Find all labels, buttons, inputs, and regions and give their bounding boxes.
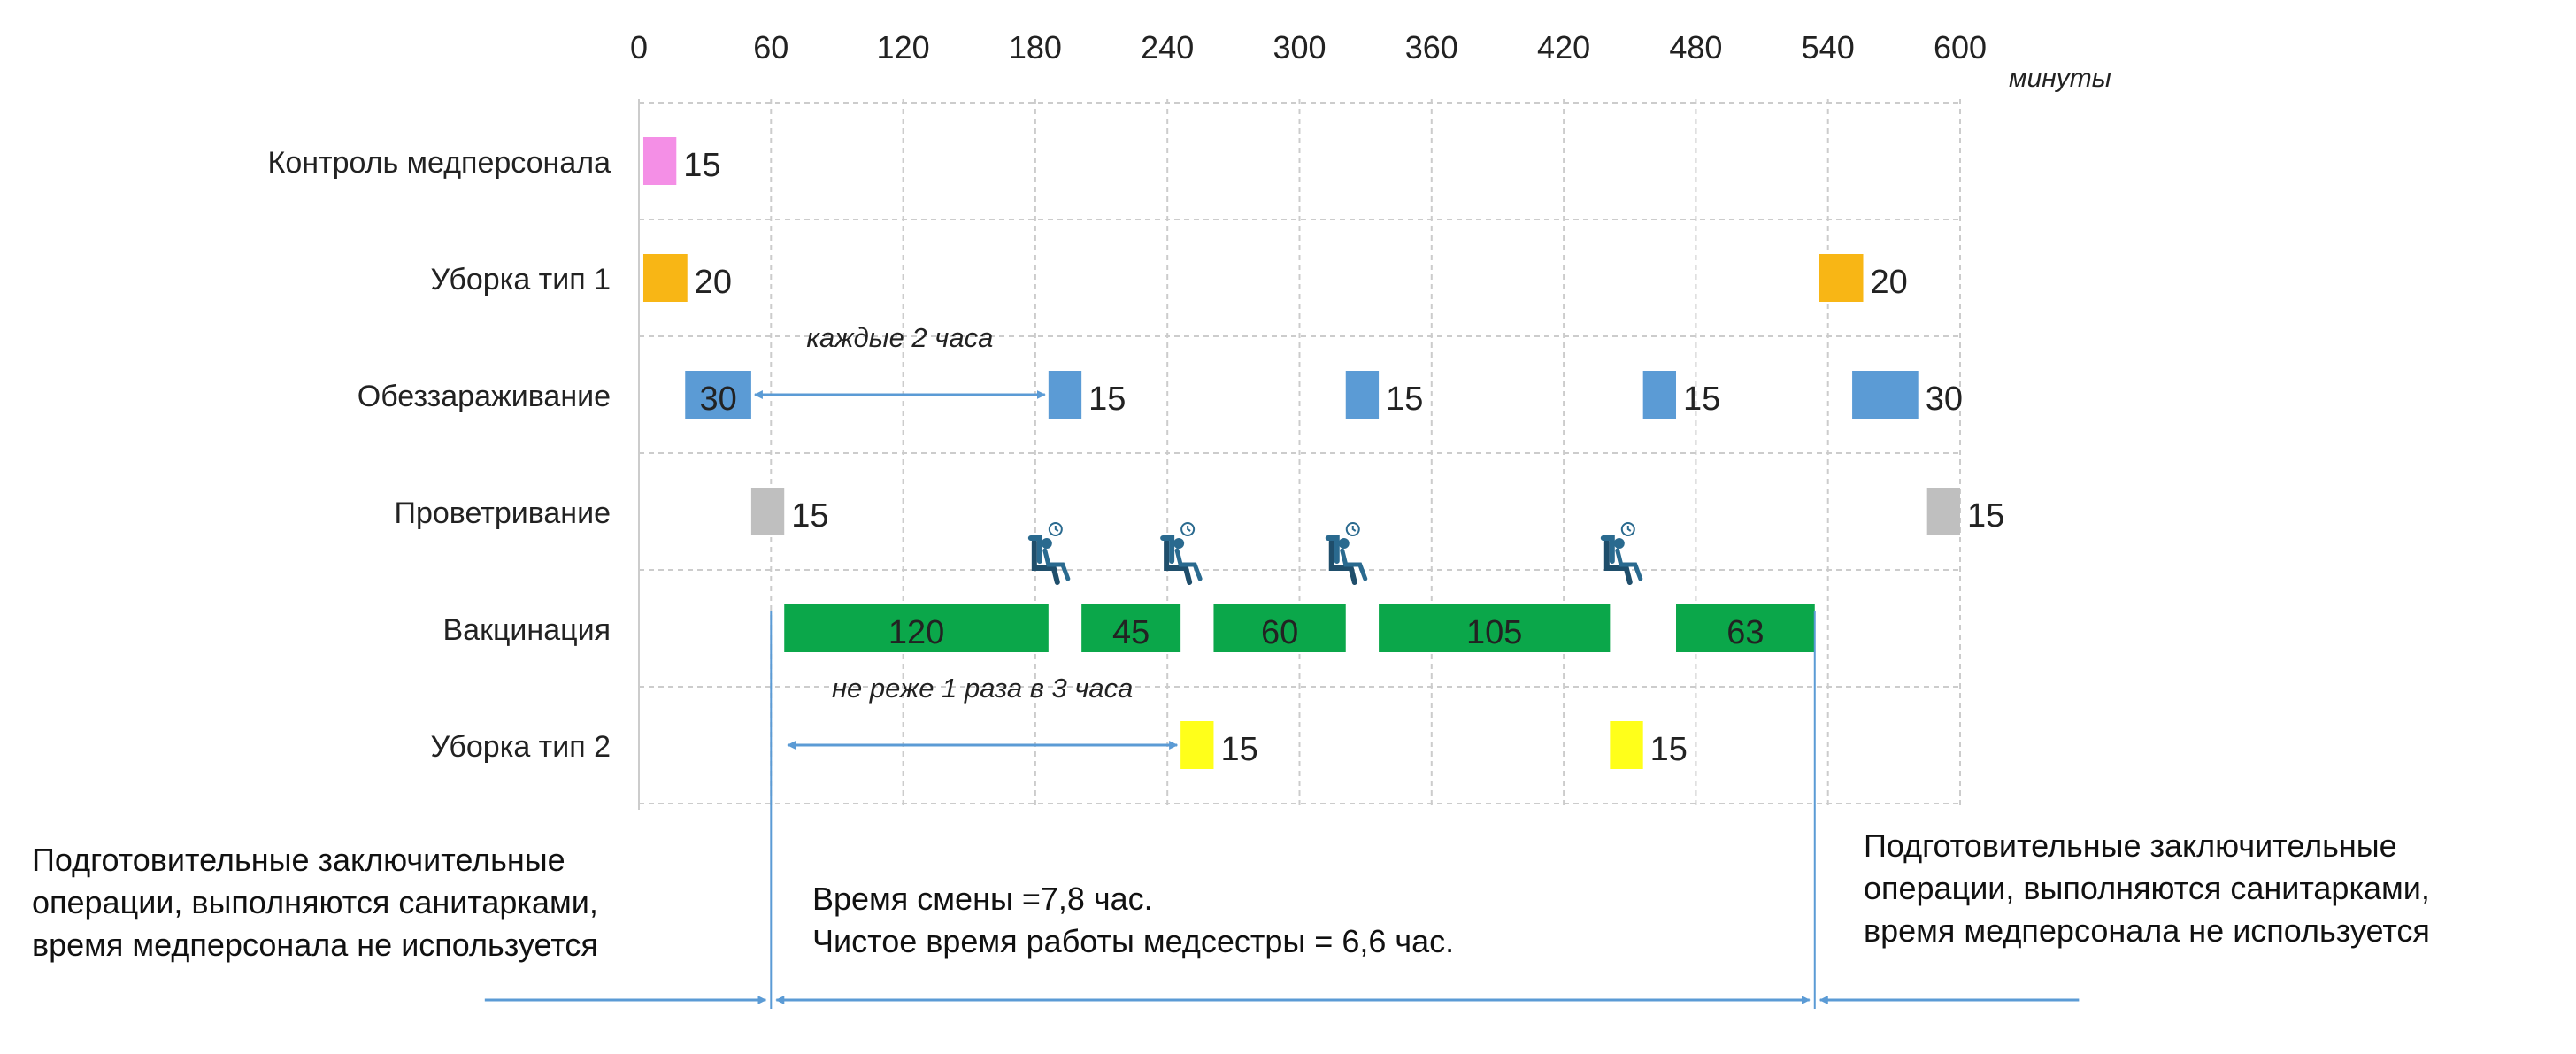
task-bar	[1926, 488, 1960, 535]
x-tick-label: 300	[1273, 29, 1326, 65]
x-tick-label: 540	[1802, 29, 1855, 65]
task-bar	[1345, 371, 1380, 419]
task-bar	[642, 254, 688, 302]
task-bar	[1081, 604, 1181, 652]
task-duration-label: 15	[1683, 381, 1720, 418]
rest-chair-icon	[1031, 523, 1068, 582]
left-note-line: операции, выполняются санитарками,	[32, 884, 598, 920]
task-duration-label: 15	[1650, 731, 1688, 768]
task-duration-label: 15	[1220, 731, 1257, 768]
task-bar	[1048, 371, 1082, 419]
rest-chair-icon	[1603, 523, 1641, 582]
left-note: Подготовительные заключительные операции…	[32, 839, 598, 966]
task-bar	[1213, 604, 1346, 652]
row-label: Обеззараживание	[358, 380, 611, 413]
left-note-line: Подготовительные заключительные	[32, 842, 565, 878]
row-label: Уборка тип 1	[431, 263, 611, 296]
right-note-line: операции, выполняются санитарками,	[1864, 870, 2430, 906]
task-bar	[1852, 371, 1919, 419]
task-bar	[1180, 721, 1214, 769]
right-note: Подготовительные заключительные операции…	[1864, 825, 2430, 952]
task-bar	[1819, 254, 1864, 302]
task-duration-label: 45	[1112, 614, 1150, 651]
task-duration-label: 120	[888, 614, 944, 651]
annotations: каждые 2 часа не реже 1 раза в 3 часа	[753, 322, 1641, 750]
task-bar	[750, 488, 785, 535]
x-tick-label: 600	[1934, 29, 1987, 65]
row-label: Вакцинация	[443, 613, 611, 647]
row-label: Контроль медперсонала	[268, 146, 611, 180]
task-bar	[784, 604, 1049, 652]
row-label: Уборка тип 2	[431, 730, 611, 764]
task-duration-label: 20	[1871, 264, 1908, 301]
x-tick-label: 420	[1537, 29, 1590, 65]
task-duration-label: 30	[699, 381, 736, 418]
center-note: Время смены =7,8 час. Чистое время работ…	[812, 878, 1454, 963]
task-bar	[642, 137, 677, 185]
task-duration-label: 60	[1261, 614, 1298, 651]
task-duration-label: 15	[1967, 497, 2004, 535]
x-axis-unit-label: минуты	[2009, 64, 2111, 93]
interval-annotation-label: не реже 1 раза в 3 часа	[832, 673, 1133, 704]
rows: Контроль медперсонала 15 Уборка тип 1 20 20 О…	[268, 137, 2004, 769]
task-bar	[1379, 604, 1611, 652]
x-tick-label: 240	[1141, 29, 1194, 65]
rest-chair-icon	[1328, 523, 1365, 582]
interval-annotation-label: каждые 2 часа	[806, 322, 993, 353]
shift-time-note: Время смены =7,8 час.	[812, 881, 1153, 917]
task-bar	[1642, 371, 1677, 419]
task-duration-label: 20	[695, 264, 732, 301]
task-duration-label: 15	[683, 147, 720, 184]
task-duration-label: 63	[1726, 614, 1764, 651]
x-tick-label: 180	[1009, 29, 1062, 65]
task-bar	[1610, 721, 1643, 769]
right-note-line: время медперсонала не используется	[1864, 912, 2430, 949]
x-tick-label: 60	[753, 29, 788, 65]
rest-chair-icon	[1163, 523, 1200, 582]
x-tick-label: 0	[630, 29, 648, 65]
x-axis: 0 60 120 180 240 300 360 420 480 540 600 минуты	[630, 29, 2111, 93]
task-duration-label: 15	[1088, 381, 1126, 418]
net-work-time-note: Чистое время работы медсестры = 6,6 час.	[812, 923, 1455, 959]
x-tick-label: 360	[1405, 29, 1458, 65]
task-bar	[685, 371, 751, 419]
row-label: Проветривание	[395, 496, 611, 530]
task-duration-label: 15	[1386, 381, 1423, 418]
task-duration-label: 30	[1926, 381, 1963, 418]
task-bar	[1676, 604, 1815, 652]
shift-spans	[484, 611, 2080, 1009]
right-note-line: Подготовительные заключительные	[1864, 827, 2397, 864]
x-tick-label: 120	[877, 29, 930, 65]
task-duration-label: 15	[791, 497, 828, 535]
grid	[638, 99, 1961, 810]
left-note-line: время медперсонала не используется	[32, 927, 598, 963]
task-duration-label: 105	[1466, 614, 1522, 651]
x-tick-label: 480	[1669, 29, 1722, 65]
